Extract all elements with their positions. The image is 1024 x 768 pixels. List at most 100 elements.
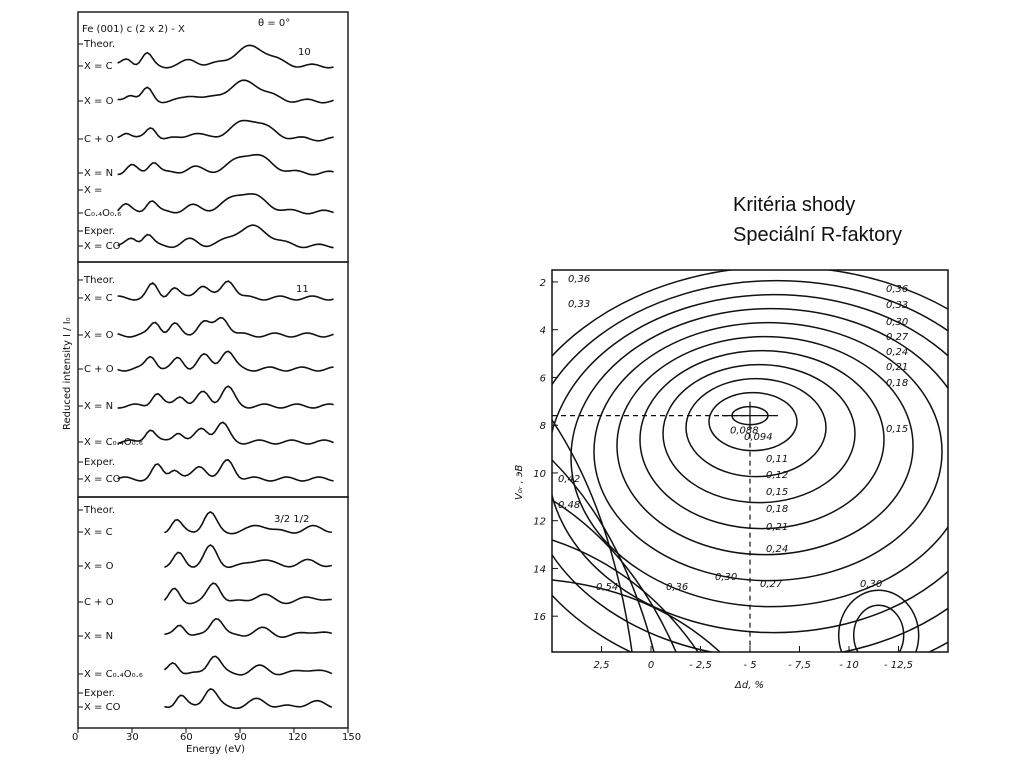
x-tick-labels: 2,5 0 - 2,5 - 5 - 7,5 - 10 - 12,5	[594, 646, 913, 671]
curve-label: X = O	[84, 330, 114, 341]
contour-x-axis-label: Δd, %	[734, 680, 764, 691]
contour-line	[616, 335, 914, 556]
intensity-curve	[117, 316, 334, 338]
r-factor-contour-figure: 0,36 0,33 0,36 0,33 0,30 0,27 0,24 0,21 0,18 0,15…	[514, 269, 949, 691]
intensity-curve	[117, 44, 334, 69]
contour-line	[552, 499, 677, 652]
intensity-curve	[117, 153, 334, 176]
curve-label: X = O	[84, 561, 114, 572]
intensity-curve	[117, 350, 334, 372]
slide-title-line-1: Kritéria shody	[733, 194, 856, 216]
curve-label: X = CO	[84, 241, 121, 252]
panel-labels: Theor. X = C X = O C + O X = N X = C₀.₄O₀.₆ Exp…	[78, 39, 311, 713]
contour-label: 0,30	[715, 572, 737, 583]
x-tick-label: 0	[72, 732, 78, 743]
contour-line	[552, 579, 721, 652]
x-tick-label: - 10	[839, 660, 859, 671]
x-tick-label: 2,5	[594, 660, 610, 671]
curve-label: Exper.	[84, 688, 115, 699]
contour-label: 0,27	[760, 579, 783, 590]
curve-label: C + O	[84, 134, 114, 145]
x-tick-label: 90	[234, 732, 247, 743]
contour-label: 0,33	[886, 300, 908, 311]
contour-line	[662, 363, 856, 504]
beam-label: 3/2 1/2	[274, 514, 309, 525]
x-tick-label: 30	[126, 732, 139, 743]
x-tick-label: - 12,5	[884, 660, 913, 671]
y-tick-label: 14	[533, 564, 546, 575]
curve-label: X = C	[84, 293, 113, 304]
beam-label: 11	[296, 284, 309, 295]
contour-line	[593, 321, 943, 582]
curve-label: Exper.	[84, 457, 115, 468]
contour-label: 0,094	[744, 432, 773, 443]
contour-line	[552, 279, 948, 652]
intensity-curve	[117, 119, 334, 142]
contour-label: 0,30	[886, 317, 908, 328]
curve-label: X = C₀.₄O₀.₆	[84, 437, 143, 448]
x-tick-label: - 2,5	[689, 660, 712, 671]
intensity-curve	[117, 421, 334, 445]
slide-title-line-2: Speciální R-faktory	[733, 224, 902, 246]
intensity-curve	[164, 688, 333, 710]
y-tick-labels: 2 4 6 8 10 12 14 16	[533, 278, 558, 623]
intensity-curve	[164, 510, 332, 535]
intensity-curve	[117, 79, 334, 104]
contour-y-axis-label: V₀ᵣ , эВ	[514, 465, 525, 500]
contour-label: 0,21	[886, 362, 908, 373]
contour-line	[708, 391, 798, 452]
contour-line	[837, 589, 920, 652]
y-tick-label: 4	[540, 326, 546, 337]
intensity-curve	[163, 582, 332, 605]
contour-line	[552, 419, 633, 652]
beam-label: 10	[298, 47, 311, 58]
contour-label: 0,18	[766, 504, 788, 515]
intensity-curve	[117, 224, 334, 249]
angle-label: θ = 0°	[258, 18, 290, 29]
curve-label: X =	[84, 185, 102, 196]
curve-label: Theor.	[83, 275, 115, 286]
contour-label: 0,24	[886, 347, 908, 358]
intensity-curve	[117, 385, 334, 409]
left-figure-frame	[77, 11, 349, 729]
contour-label: 0,15	[766, 487, 788, 498]
contour-label: 0,24	[766, 544, 788, 555]
curve-label: X = CO	[84, 474, 121, 485]
x-tick-label: 150	[342, 732, 361, 743]
contour-line	[552, 459, 655, 652]
contour-line	[552, 539, 699, 652]
contour-label: 0,12	[766, 470, 788, 481]
curve-label: C + O	[84, 364, 114, 375]
intensity-curves	[117, 44, 334, 710]
contour-label: 0,54	[596, 582, 618, 593]
curve-label: C + O	[84, 597, 114, 608]
intensity-curve	[164, 544, 332, 569]
curve-label: X = N	[84, 168, 113, 179]
curve-label: C₀.₄O₀.₆	[84, 208, 121, 219]
contour-label: 0,15	[886, 424, 908, 435]
contour-labels: 0,36 0,33 0,36 0,33 0,30 0,27 0,24 0,21 0,18 0,15…	[558, 274, 909, 593]
y-tick-label: 12	[533, 517, 546, 528]
contour-label: 0,30	[860, 579, 882, 590]
y-tick-label: 16	[533, 612, 546, 623]
left-figure-title: Fe (001) c (2 x 2) - X	[82, 24, 185, 35]
intensity-curve	[164, 617, 333, 639]
contour-label: 0,21	[766, 522, 788, 533]
contour-label: 0,36	[568, 274, 590, 285]
y-tick-label: 6	[540, 373, 546, 384]
contour-label: 0,27	[886, 332, 909, 343]
curve-label: X = C₀.₄O₀.₆	[84, 669, 143, 680]
contour-line	[852, 604, 905, 652]
x-tick-label: 0	[648, 660, 654, 671]
contour-label: 0,36	[886, 284, 908, 295]
minimum-value-label: 0,088	[730, 426, 759, 437]
best-fit-marker: 0,088	[552, 401, 778, 652]
x-tick-labels: 0 30 60 90 120 150	[72, 728, 361, 743]
intensity-curve	[117, 193, 334, 215]
contour-line	[570, 307, 948, 608]
contour-label: 0,33	[568, 299, 590, 310]
contour-label: 0,42	[558, 474, 580, 485]
contour-label: 0,11	[766, 454, 788, 465]
contour-label: 0,36	[666, 582, 688, 593]
x-tick-label: - 7,5	[788, 660, 811, 671]
